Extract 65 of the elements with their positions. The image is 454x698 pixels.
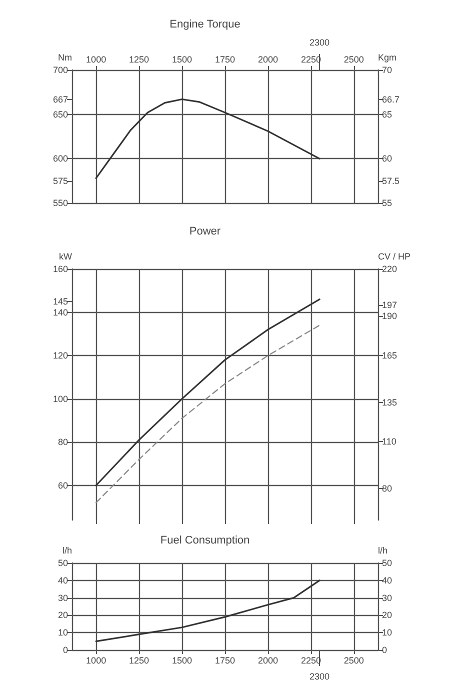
y-axis-title: kW [59,252,72,262]
y2-tick-label: 80 [382,484,392,494]
x-tick-label: 1500 [172,656,192,666]
y2-tick-label: 10 [382,628,392,638]
y2-tick-label: 66.7 [382,94,400,104]
y-tick-label: 145 [52,296,68,306]
y2-tick-label: 40 [382,575,392,586]
line-series [95,98,320,179]
y-tick-label: 700 [52,65,68,75]
x-tick-label: 1250 [129,656,150,666]
y2-tick-label: 30 [382,592,392,603]
y-tick-label: 80 [58,437,68,448]
x-tick-label: 1250 [129,54,150,64]
y2-tick-label: 165 [382,350,398,360]
x-tick-label: 1500 [172,54,192,64]
y-tick-label: 0 [62,645,68,655]
line-series [95,580,320,642]
x-tick-label: 2500 [344,54,364,64]
x-tick-label: 2500 [344,656,364,666]
y-tick-label: 650 [52,109,68,120]
chart-title: Engine Torque [170,18,240,30]
x-tick-label: 2000 [258,656,278,666]
line-series [95,324,320,504]
y2-tick-label: 50 [382,558,392,568]
y-tick-label: 30 [58,592,68,603]
y2-axis-title: l/h [378,546,388,556]
annotation: 2300 [310,38,330,48]
y2-tick-label: 220 [382,264,398,274]
line-series [95,298,320,486]
y2-tick-label: 110 [382,436,396,447]
y-tick-label: 600 [52,154,68,164]
y-tick-label: 160 [52,264,68,274]
x-tick-label: 1000 [86,656,106,666]
y-tick-label: 550 [52,198,68,208]
y2-tick-label: 135 [382,397,398,408]
y-tick-label: 100 [52,394,68,404]
y2-tick-label: 190 [382,311,398,322]
y-tick-label: 140 [52,307,68,318]
x-tick-label: 2000 [258,54,278,64]
y2-tick-label: 197 [382,300,398,310]
y-axis-title: l/h [62,546,72,556]
y-tick-label: 575 [52,176,68,186]
annotation: 2300 [310,672,330,682]
y-tick-label: 120 [52,350,68,361]
x-tick-label: 1000 [86,54,106,64]
y2-tick-label: 0 [382,645,388,655]
chart-title: Power [189,226,221,238]
y2-tick-label: 55 [382,198,392,208]
y2-tick-label: 20 [382,610,392,620]
y2-tick-label: 65 [382,109,392,120]
y2-axis-title: Kgm [378,52,397,62]
y-tick-label: 667 [52,94,68,104]
x-tick-label: 1750 [214,54,236,64]
y-tick-label: 40 [58,575,68,586]
chart-title: Fuel Consumption [160,534,250,546]
x-tick-label: 1750 [214,656,236,666]
y-tick-label: 60 [58,480,68,490]
y2-axis-title: CV / HP [378,252,411,262]
y-tick-label: 10 [58,628,68,638]
y2-tick-label: 57.5 [382,176,400,186]
y2-tick-label: 70 [382,65,392,75]
y-tick-label: 50 [58,558,68,568]
y2-tick-label: 60 [382,154,392,164]
y-axis-title: Nm [58,52,72,62]
y-tick-label: 20 [58,610,68,620]
